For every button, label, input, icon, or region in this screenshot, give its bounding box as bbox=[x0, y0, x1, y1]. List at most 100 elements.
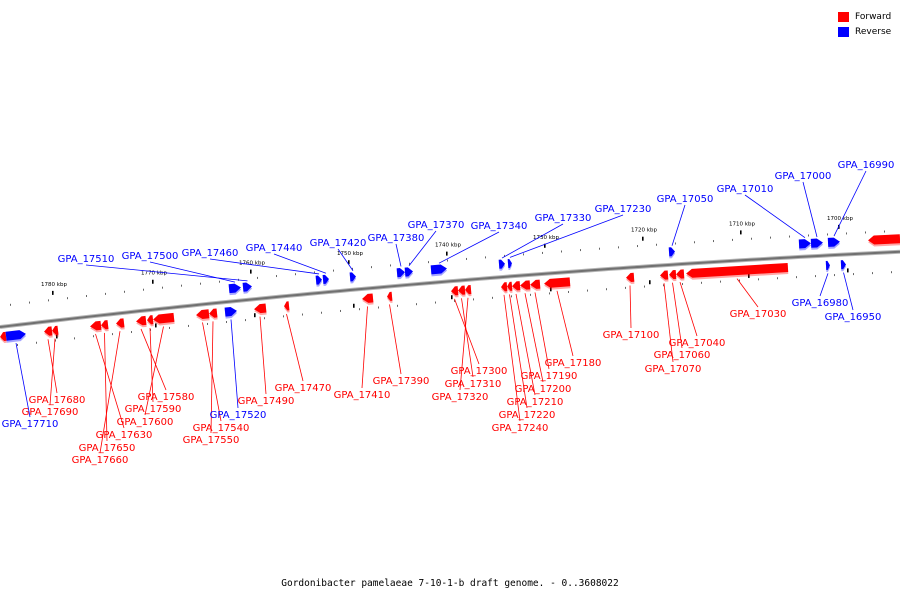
leader-gpa-17390 bbox=[389, 304, 402, 375]
minor-tick bbox=[181, 284, 182, 287]
label-gpa-17230: GPA_17230 bbox=[595, 204, 652, 215]
minor-tick bbox=[568, 290, 569, 293]
minor-tick bbox=[827, 233, 828, 236]
gene-gpa-17310 bbox=[458, 285, 466, 297]
minor-tick bbox=[333, 269, 334, 272]
minor-tick bbox=[321, 311, 322, 314]
minor-tick bbox=[751, 237, 752, 240]
gene-gpa-17590 bbox=[147, 315, 154, 327]
major-tick bbox=[353, 303, 355, 308]
leader-gpa-16980 bbox=[819, 273, 829, 297]
minor-tick bbox=[530, 293, 531, 296]
scale-label-1720-kbp: 1720 kbp bbox=[631, 228, 657, 234]
label-gpa-17420: GPA_17420 bbox=[310, 238, 367, 249]
minor-tick bbox=[504, 254, 505, 257]
gene-gpa-17340 bbox=[430, 264, 448, 277]
gene-gpa-17060 bbox=[669, 269, 677, 282]
minor-tick bbox=[207, 322, 208, 325]
gene-gpa-17650 bbox=[101, 320, 109, 332]
scale-label-1770-kbp: 1770 kbp bbox=[141, 271, 167, 277]
gene-body bbox=[147, 315, 154, 325]
minor-tick bbox=[663, 284, 664, 287]
major-tick bbox=[348, 260, 350, 265]
label-gpa-17490: GPA_17490 bbox=[238, 396, 295, 407]
legend-forward-label: Forward bbox=[855, 11, 892, 22]
label-gpa-16980: GPA_16980 bbox=[792, 298, 849, 309]
minor-tick bbox=[169, 326, 170, 329]
label-gpa-17010: GPA_17010 bbox=[717, 184, 774, 195]
gene-body bbox=[660, 270, 669, 280]
leader-gpa-17470 bbox=[286, 313, 304, 382]
label-gpa-17580: GPA_17580 bbox=[138, 392, 195, 403]
leader-gpa-17240 bbox=[503, 294, 521, 422]
major-tick bbox=[451, 295, 453, 300]
label-gpa-17520: GPA_17520 bbox=[210, 410, 267, 421]
minor-tick bbox=[561, 250, 562, 253]
label-gpa-17440: GPA_17440 bbox=[246, 243, 303, 254]
minor-tick bbox=[758, 278, 759, 281]
minor-tick bbox=[777, 277, 778, 280]
gene-gpa-17070 bbox=[660, 270, 669, 282]
minor-tick bbox=[67, 297, 68, 300]
gene-gpa-17690 bbox=[52, 325, 59, 337]
minor-tick bbox=[36, 341, 37, 344]
label-gpa-17050: GPA_17050 bbox=[657, 194, 714, 205]
scale-label-1730-kbp: 1730 kbp bbox=[533, 235, 559, 241]
minor-tick bbox=[86, 295, 87, 298]
gene-body bbox=[349, 272, 356, 282]
minor-tick bbox=[29, 301, 30, 304]
gene-body bbox=[242, 282, 252, 292]
leader-gpa-17370 bbox=[408, 230, 437, 267]
gene-body bbox=[507, 281, 513, 291]
gene-body bbox=[507, 258, 512, 269]
label-gpa-17470: GPA_17470 bbox=[275, 383, 332, 394]
gene-gpa-17680 bbox=[44, 326, 53, 338]
minor-tick bbox=[314, 271, 315, 274]
axis-line bbox=[0, 250, 900, 328]
gene-edge-right bbox=[868, 234, 900, 247]
label-gpa-17540: GPA_17540 bbox=[193, 423, 250, 434]
minor-tick bbox=[226, 321, 227, 324]
label-gpa-17510: GPA_17510 bbox=[58, 254, 115, 265]
label-gpa-17370: GPA_17370 bbox=[408, 220, 465, 231]
scale-label-1760-kbp: 1760 kbp bbox=[239, 261, 265, 267]
minor-tick bbox=[834, 274, 835, 277]
minor-tick bbox=[124, 290, 125, 293]
gene-gpa-17630 bbox=[90, 320, 102, 333]
leader-gpa-17580 bbox=[140, 328, 167, 391]
gene-body bbox=[153, 312, 175, 324]
gene-body bbox=[827, 237, 840, 247]
gene-gpa-17470 bbox=[284, 301, 290, 313]
gene-gpa-17550 bbox=[209, 308, 218, 320]
minor-tick bbox=[739, 279, 740, 282]
minor-tick bbox=[371, 266, 372, 269]
label-gpa-17660: GPA_17660 bbox=[72, 455, 129, 466]
label-gpa-17180: GPA_17180 bbox=[545, 358, 602, 369]
label-gpa-17200: GPA_17200 bbox=[515, 384, 572, 395]
gene-body bbox=[396, 268, 405, 278]
leader-gpa-17690 bbox=[49, 338, 56, 406]
minor-tick bbox=[808, 234, 809, 237]
major-tick bbox=[740, 230, 742, 235]
minor-tick bbox=[390, 264, 391, 267]
leader-gpa-17040 bbox=[679, 282, 698, 337]
major-tick bbox=[550, 287, 552, 292]
leader-gpa-17210 bbox=[515, 293, 536, 396]
gene-body bbox=[676, 269, 685, 279]
label-gpa-17680: GPA_17680 bbox=[29, 395, 86, 406]
minor-tick bbox=[188, 324, 189, 327]
gene-body bbox=[465, 285, 472, 295]
reverse-swatch bbox=[838, 26, 849, 37]
label-gpa-17630: GPA_17630 bbox=[96, 430, 153, 441]
minor-tick bbox=[732, 238, 733, 241]
gene-body bbox=[387, 291, 393, 301]
leader-gpa-17100 bbox=[629, 285, 632, 329]
gene-body bbox=[868, 234, 900, 245]
genome-caption: Gordonibacter pamelaeae 7-10-1-b draft g… bbox=[281, 578, 619, 589]
gene-gpa-17710 bbox=[5, 330, 27, 343]
minor-tick bbox=[523, 253, 524, 256]
minor-tick bbox=[682, 283, 683, 286]
gene-gpa-17010 bbox=[798, 239, 812, 251]
leader-gpa-17050 bbox=[671, 204, 686, 246]
minor-tick bbox=[713, 240, 714, 243]
